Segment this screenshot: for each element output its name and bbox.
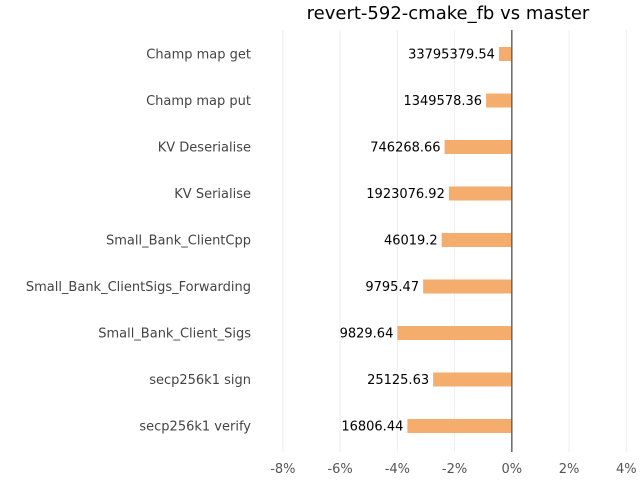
bar	[397, 326, 512, 340]
bar	[433, 372, 512, 387]
chart-title: revert-592-cmake_fb vs master	[307, 3, 590, 24]
label-layer: 33795379.54 1349578.36 746268.66 1923076.92…	[340, 48, 495, 435]
bar	[498, 47, 512, 61]
x-tick-label: -4%	[385, 462, 410, 477]
x-tick-label: -2%	[442, 462, 467, 477]
bar	[423, 279, 512, 294]
x-tick-label: -6%	[327, 462, 352, 477]
bar-data-label: 9795.47	[365, 280, 419, 295]
category-label: Champ map put	[146, 94, 251, 109]
category-layer: Champ map get Champ map put KV Deserialise…	[26, 48, 251, 435]
bar-data-label: 46019.2	[384, 234, 438, 249]
category-label: secp256k1 sign	[149, 373, 251, 388]
bar	[448, 186, 512, 201]
category-label: Champ map get	[146, 48, 251, 63]
bar-data-label: 9829.64	[340, 327, 394, 342]
bar-data-label: 1349578.36	[403, 94, 482, 109]
x-tick-label: 4%	[616, 462, 637, 477]
bar-data-label: 746268.66	[370, 141, 440, 156]
bar	[486, 93, 512, 108]
category-label: Small_Bank_ClientSigs_Forwarding	[26, 280, 251, 295]
bar-data-label: 25125.63	[367, 373, 429, 388]
bar-data-label: 16806.44	[341, 420, 403, 435]
bar	[444, 140, 512, 154]
bar	[407, 419, 512, 433]
x-tick-label: -8%	[270, 462, 295, 477]
category-label: KV Serialise	[174, 187, 251, 202]
bar	[441, 233, 512, 247]
x-tick-label: 0%	[502, 462, 523, 477]
category-label: KV Deserialise	[158, 141, 251, 156]
bar-data-label: 33795379.54	[408, 48, 495, 63]
category-label: Small_Bank_Client_Sigs	[98, 327, 251, 342]
x-tick-label: 2%	[559, 462, 580, 477]
category-label: secp256k1 verify	[139, 420, 251, 435]
category-label: Small_Bank_ClientCpp	[106, 234, 251, 249]
bar-layer	[397, 47, 512, 433]
bar-data-label: 1923076.92	[366, 187, 445, 202]
tick-layer: -8% -6% -4% -2% 0% 2% 4%	[270, 462, 636, 477]
